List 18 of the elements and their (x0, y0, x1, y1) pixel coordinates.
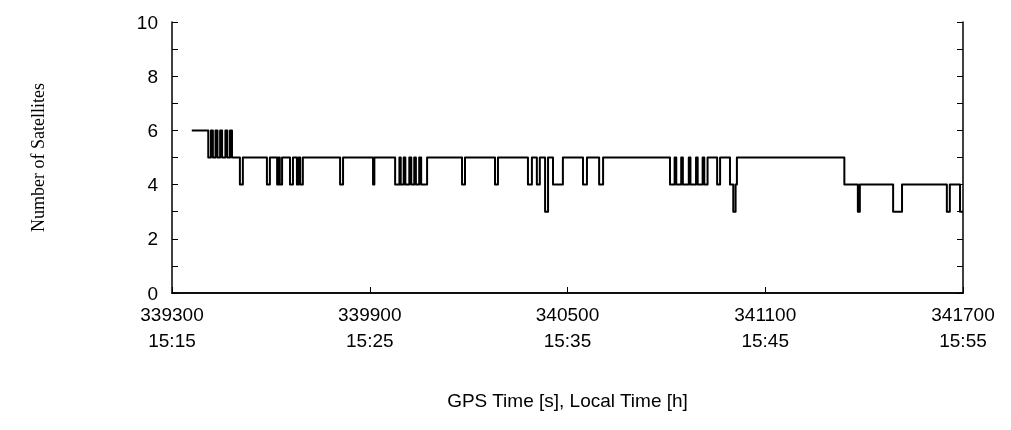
x2-tick-label: 15:15 (148, 330, 196, 351)
x2-tick-label: 15:55 (939, 330, 987, 351)
y-tick-label: 4 (147, 174, 159, 196)
x-tick-label: 341100 (734, 304, 797, 325)
y-tick-label: 2 (147, 228, 158, 250)
y-tick-label: 0 (147, 282, 158, 304)
x-axis-title: GPS Time [s], Local Time [h] (447, 390, 688, 411)
y-tick-label: 8 (147, 65, 158, 87)
x-tick-label: 341700 (931, 304, 995, 325)
y-axis-title: Number of Satellites (28, 83, 48, 232)
y-tick-label: 10 (136, 11, 158, 33)
x2-tick-label: 15:25 (346, 330, 394, 351)
x2-tick-label: 15:45 (741, 330, 789, 351)
x2-tick-label: 15:35 (543, 330, 592, 351)
x-tick-label: 339900 (338, 304, 402, 325)
x-tick-label: 339300 (140, 304, 204, 325)
y-tick-label: 6 (147, 119, 158, 141)
x-tick-label: 340500 (535, 304, 600, 325)
